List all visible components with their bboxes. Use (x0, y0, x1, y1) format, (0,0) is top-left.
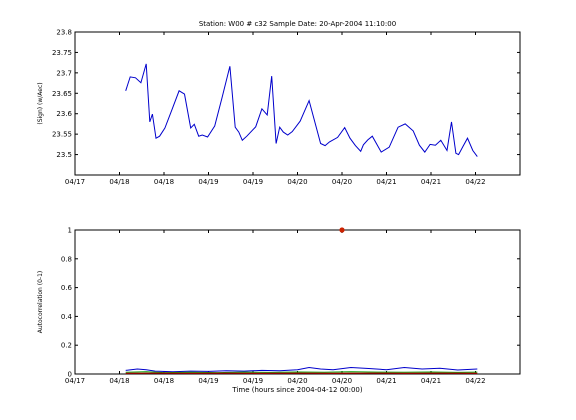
panel-1-y-tick-label: 23.5 (56, 151, 72, 159)
panel-1-y-tick-label: 23.7 (56, 69, 72, 77)
panel-1-x-tick-label: 04/18 (109, 178, 129, 186)
panel-2-x-tick-label: 04/21 (376, 377, 396, 385)
panel-1-y-tick-label: 23.65 (52, 90, 72, 98)
panel-2-series-line-2 (125, 371, 478, 374)
panel-1-title: Station: W00 # c32 Sample Date: 20-Apr-2… (199, 20, 396, 28)
panel-1-y-tick-label: 23.75 (52, 49, 72, 57)
panel-1-series-line-1 (125, 63, 478, 157)
panel-1-x-tick-label: 04/21 (421, 178, 441, 186)
panel-2-x-tick-label: 04/19 (198, 377, 218, 385)
panel-2-y-tick-label: 1 (68, 227, 72, 235)
panel-1-x-tick-label: 04/18 (154, 178, 174, 186)
panel-2-x-tick-label: 04/18 (109, 377, 129, 385)
panel-1-y-tick-label: 23.55 (52, 131, 72, 139)
panel-1-y-axis-label: (Sign) (w/Aec) (37, 82, 44, 124)
panel-2-axes-frame (74, 229, 521, 375)
panel-2-y-tick-label: 0.6 (61, 284, 73, 292)
panel-2-x-tick-label: 04/17 (65, 377, 85, 385)
panel-2-y-tick-label: 0.4 (61, 313, 73, 321)
panel-2-x-tick-label: 04/20 (332, 377, 352, 385)
panel-1-x-tick-label: 04/21 (376, 178, 396, 186)
panel-1-x-tick-label: 04/19 (198, 178, 218, 186)
panel-2-y-tick-label: 0.8 (61, 255, 72, 263)
panel-2-x-tick-label: 04/20 (287, 377, 307, 385)
panel-2-x-tick-label: 04/19 (243, 377, 263, 385)
panel-1-x-tick-label: 04/20 (332, 178, 352, 186)
panel-1-x-tick-label: 04/17 (65, 178, 85, 186)
panel-2-y-axis-label: Autocorrelation (0-1) (37, 271, 44, 334)
panel-2-x-axis-label: Time (hours since 2004-04-12 00:00) (231, 386, 362, 394)
panel-2-data-point-1 (339, 227, 345, 233)
panel-1-x-tick-label: 04/19 (243, 178, 263, 186)
panel-1-y-tick-label: 23.6 (56, 110, 72, 118)
panel-2-x-tick-label: 04/22 (465, 377, 485, 385)
panel-1-x-tick-label: 04/22 (465, 178, 485, 186)
panel-1-x-tick-label: 04/20 (287, 178, 307, 186)
panel-2-y-tick-label: 0 (68, 371, 72, 379)
panel-1-y-tick-label: 23.8 (56, 29, 72, 37)
panel-2-x-tick-label: 04/18 (154, 377, 174, 385)
panel-2-series-line-1 (125, 366, 478, 373)
panel-1-axes-frame (74, 31, 521, 176)
panel-2-y-tick-label: 0.2 (61, 342, 72, 350)
panel-2-x-tick-label: 04/21 (421, 377, 441, 385)
